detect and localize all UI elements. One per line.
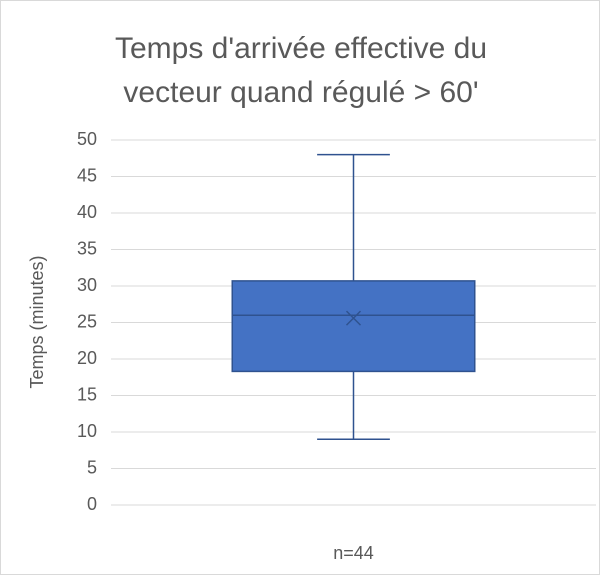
y-tick-label: 25 bbox=[77, 311, 97, 331]
y-axis-label: Temps (minutes) bbox=[27, 255, 47, 388]
chart-title: Temps d'arrivée effective du vecteur qua… bbox=[114, 32, 488, 109]
y-tick-label: 5 bbox=[87, 457, 97, 477]
y-tick-label: 30 bbox=[77, 275, 97, 295]
mean-marker bbox=[345, 310, 362, 326]
y-tick-label: 15 bbox=[77, 384, 97, 404]
y-tick-label: 0 bbox=[87, 494, 97, 514]
y-tick-label: 35 bbox=[77, 238, 97, 258]
box bbox=[231, 280, 476, 373]
y-tick-label: 45 bbox=[77, 165, 97, 185]
y-tick-label: 50 bbox=[77, 129, 97, 149]
x-tick-label: n=44 bbox=[333, 543, 374, 563]
y-tick-label: 20 bbox=[77, 348, 97, 368]
y-tick-label: 40 bbox=[77, 202, 97, 222]
y-tick-label: 10 bbox=[77, 421, 97, 441]
